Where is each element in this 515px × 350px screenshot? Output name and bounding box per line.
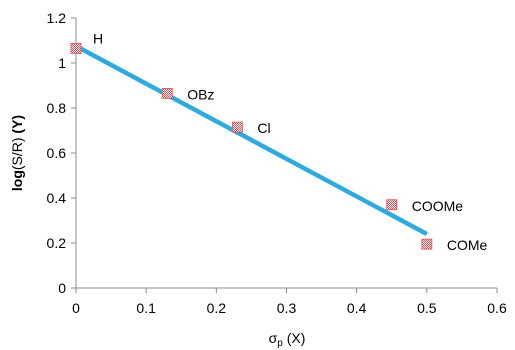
- y-tick-label: 0: [58, 280, 66, 296]
- data-point: [161, 87, 173, 99]
- y-tick-label: 1.2: [47, 10, 67, 26]
- data-label: Cl: [257, 120, 270, 136]
- x-tick-label: 0.3: [277, 300, 297, 316]
- y-axis-title-main: (S/R): [9, 134, 25, 171]
- x-tick-label: 0.6: [487, 300, 507, 316]
- y-axis-title: log(S/R) (Y): [9, 115, 25, 191]
- y-tick-label: 0.6: [47, 145, 67, 161]
- y-tick-label: 0.4: [47, 190, 67, 206]
- y-tick-label: 1: [58, 55, 66, 71]
- trendline: [74, 44, 428, 236]
- x-tick-label: 0.4: [347, 300, 367, 316]
- x-tick-label: 0.1: [136, 300, 156, 316]
- x-axis-title-base: σ: [269, 330, 278, 346]
- data-label: COOMe: [412, 198, 464, 214]
- data-point: [231, 121, 243, 133]
- data-point: [421, 238, 433, 250]
- y-axis-title-bold: (Y): [9, 115, 25, 134]
- x-tick-label: 0.2: [207, 300, 227, 316]
- data-point: [70, 42, 82, 54]
- y-tick-label: 0.2: [47, 235, 67, 251]
- x-axis-title-sub: p: [277, 338, 283, 349]
- x-tick-label: 0.5: [417, 300, 437, 316]
- data-label: H: [93, 30, 103, 46]
- data-label: OBz: [187, 86, 214, 102]
- data-point: [386, 199, 398, 211]
- x-axis-ticks: 0 0.1 0.2 0.3 0.4 0.5 0.6: [72, 288, 507, 316]
- data-label: COMe: [447, 237, 488, 253]
- y-axis-title-prefix: log: [9, 170, 25, 191]
- data-points: H OBz Cl COOMe COMe: [70, 30, 488, 253]
- x-axis-title: σp (X): [269, 330, 306, 349]
- x-tick-label: 0: [72, 300, 80, 316]
- x-axis-title-suffix: (X): [283, 330, 306, 346]
- y-axis-ticks: 0 0.2 0.4 0.6 0.8 1 1.2: [47, 10, 76, 296]
- y-tick-label: 0.8: [47, 100, 67, 116]
